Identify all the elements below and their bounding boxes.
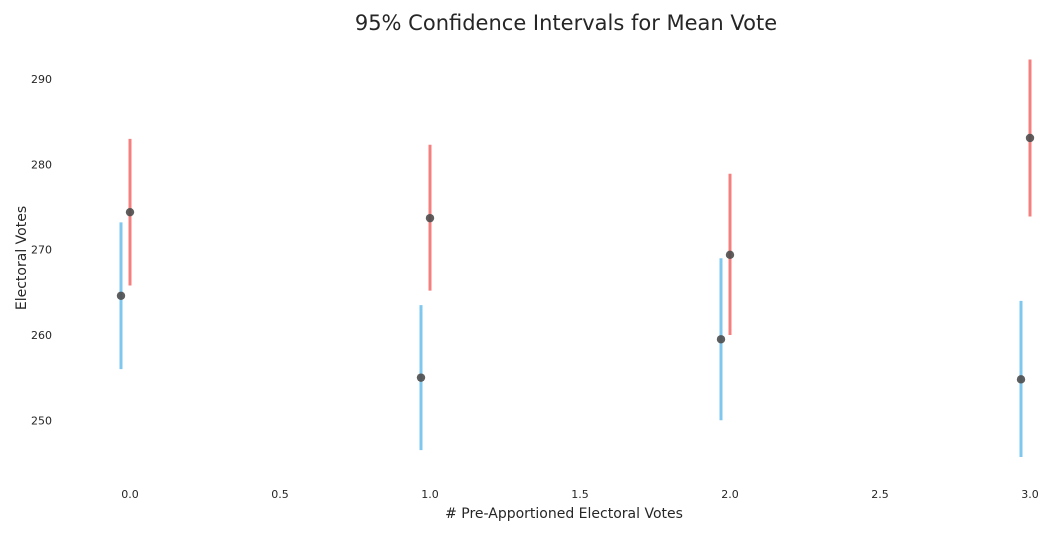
x-tick-label: 3.0 [1021, 488, 1039, 501]
mean-marker [125, 207, 135, 217]
x-tick-label: 1.0 [421, 488, 439, 501]
x-tick-label: 1.5 [571, 488, 589, 501]
y-tick-label: 260 [31, 329, 52, 342]
y-tick-label: 250 [31, 414, 52, 427]
mean-marker [116, 291, 126, 300]
x-tick-label: 0.5 [271, 488, 289, 501]
y-axis-label: Electoral Votes [14, 206, 30, 310]
y-tick-label: 270 [31, 244, 52, 257]
x-tick-label: 2.5 [871, 488, 889, 501]
x-axis-label: # Pre-Apportioned Electoral Votes [445, 506, 683, 522]
y-axis-ticks: 250 260 270 280 290 [31, 73, 52, 427]
mean-marker [425, 213, 435, 223]
x-axis-ticks: 0.0 0.5 1.0 1.5 2.0 2.5 3.0 [121, 488, 1039, 501]
y-tick-label: 280 [31, 158, 52, 171]
mean-marker [725, 250, 735, 260]
x-tick-label: 2.0 [721, 488, 739, 501]
mean-marker [716, 335, 726, 344]
y-tick-label: 290 [31, 73, 52, 86]
mean-markers [116, 133, 1035, 384]
x-tick-label: 0.0 [121, 488, 139, 501]
mean-marker [1025, 133, 1035, 143]
mean-marker [416, 373, 426, 382]
mean-marker [1016, 375, 1026, 384]
chart-title: 95% Confidence Intervals for Mean Vote [355, 11, 777, 35]
